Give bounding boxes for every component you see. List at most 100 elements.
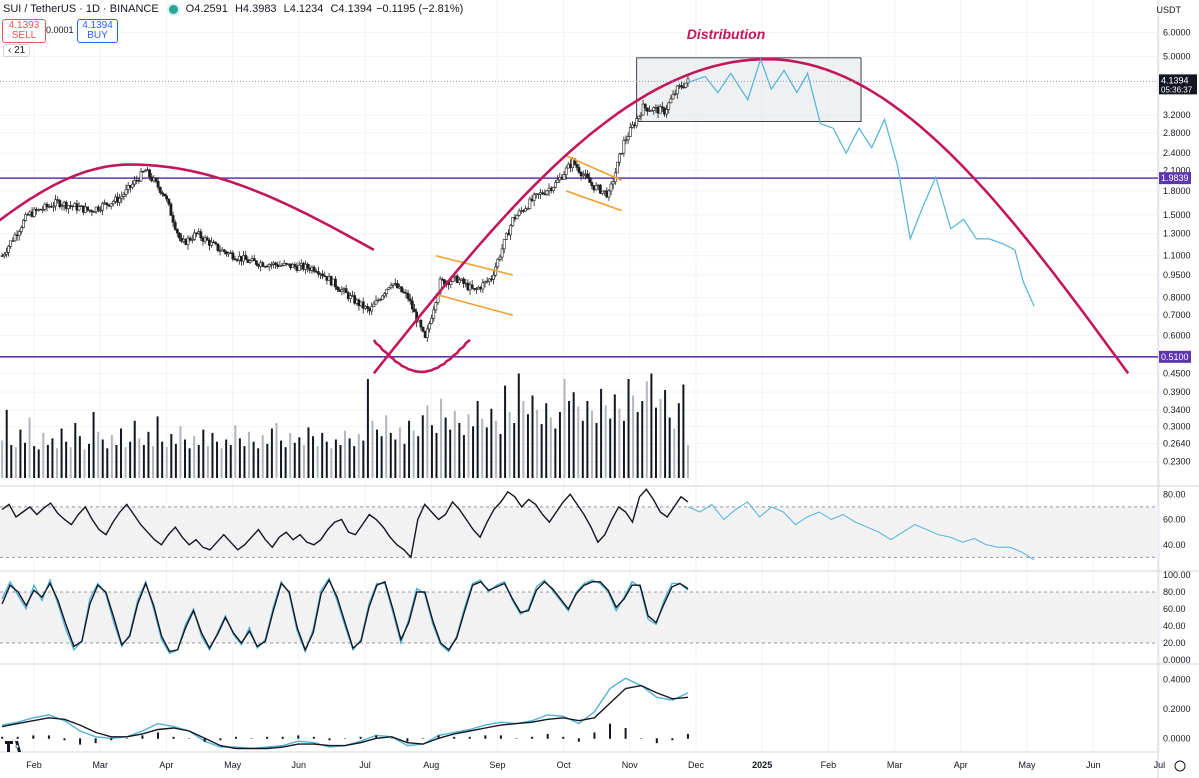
candle-body — [511, 217, 515, 226]
price-tick-label: 0.3000 — [1163, 422, 1191, 432]
volume-bar — [600, 388, 603, 478]
candle-body — [660, 106, 664, 109]
price-tick-label: 1.3000 — [1163, 229, 1191, 239]
volume-bar — [92, 412, 95, 478]
candle-body — [252, 258, 256, 262]
candle-body — [425, 328, 429, 338]
candle-body — [504, 232, 508, 240]
volume-bar — [5, 409, 8, 478]
close-value: 4.1394 — [338, 3, 373, 15]
price-tick-label: 2.4000 — [1163, 148, 1191, 158]
volume-bar — [389, 432, 392, 478]
channel-line[interactable] — [565, 155, 623, 182]
buy-button[interactable]: 4.1394 BUY — [77, 19, 118, 43]
time-tick-label: Mar — [887, 760, 903, 770]
volume-bar — [435, 432, 438, 478]
candle-body — [92, 211, 96, 213]
volume-bar — [46, 445, 49, 478]
cycle-arc[interactable] — [372, 57, 1130, 375]
price-tick-label: 3.2000 — [1163, 110, 1191, 120]
macd-histogram-bar — [203, 738, 206, 742]
volume-bar — [339, 445, 342, 478]
volume-bar — [682, 384, 685, 478]
oscillator-line — [1, 578, 689, 653]
price-projection[interactable] — [687, 57, 1035, 307]
candle-body — [631, 124, 634, 128]
macd-histogram-bar — [16, 736, 19, 739]
macd-histogram-bar — [266, 736, 269, 739]
macd-histogram-bar — [671, 738, 674, 741]
candle-body — [160, 192, 164, 195]
candle-body — [334, 278, 337, 288]
candle-body — [274, 262, 278, 266]
candle-body — [419, 319, 423, 328]
indicator-toggle[interactable]: ‹ 21 — [3, 44, 31, 57]
candle-body — [58, 200, 62, 208]
candle-body — [120, 196, 124, 199]
candle-body — [626, 136, 630, 141]
candle-body — [554, 182, 557, 188]
oscillator-tick-label: 60.00 — [1163, 604, 1186, 614]
volume-bar — [330, 448, 333, 478]
channel-line[interactable] — [565, 190, 622, 212]
candle-body — [316, 271, 320, 275]
candle-body — [32, 208, 36, 217]
candle-body — [586, 173, 589, 178]
oscillator-tick-label: 0.2000 — [1163, 704, 1191, 714]
candle-body — [515, 214, 519, 220]
candle-body — [650, 110, 654, 112]
price-tick-label: 1.5000 — [1163, 210, 1191, 220]
distribution-zone[interactable] — [636, 57, 862, 122]
price-tick-label: 6.0000 — [1163, 28, 1191, 38]
candle-body — [297, 264, 301, 271]
candle-body — [581, 174, 585, 177]
candle-body — [52, 205, 55, 208]
last-price-label: 4.1394 — [1161, 75, 1189, 85]
sell-button[interactable]: 4.1393 SELL — [2, 19, 46, 43]
volume-bar — [577, 406, 580, 478]
volume-bar — [69, 447, 72, 478]
volume-bar — [197, 445, 200, 478]
volume-bar — [549, 417, 552, 478]
candle-body — [167, 198, 171, 205]
oscillator-tick-label: 100.00 — [1163, 570, 1191, 580]
volume-bar — [65, 441, 68, 478]
channel-line[interactable] — [435, 254, 513, 276]
price-tick-label: 5.0000 — [1163, 52, 1191, 62]
candle-body — [404, 292, 408, 294]
candle-body — [254, 260, 258, 265]
currency-label[interactable]: USDT — [1156, 5, 1182, 15]
symbol-title[interactable]: SUI / TetherUS · 1D · BINANCE — [3, 3, 159, 15]
cycle-arc[interactable] — [0, 163, 375, 252]
volume-bar — [156, 416, 159, 478]
oscillator-line — [1, 677, 689, 750]
channel-line[interactable] — [435, 293, 513, 316]
volume-bar — [499, 434, 502, 478]
price-tick-label: 2.1000 — [1163, 166, 1191, 176]
candle-body — [244, 255, 248, 260]
candle-body — [528, 198, 532, 209]
volume-bar — [312, 436, 315, 478]
candle-body — [171, 215, 175, 223]
candle-body — [391, 283, 395, 286]
macd-histogram-bar — [1, 736, 4, 739]
volume-bar — [280, 440, 283, 478]
volume-bar — [229, 445, 232, 478]
oscillator-tick-label: 80.00 — [1163, 489, 1186, 499]
volume-bar — [504, 385, 507, 478]
candle-body — [111, 201, 115, 204]
settings-icon[interactable] — [1174, 760, 1186, 772]
candle-body — [594, 185, 598, 191]
volume-bar — [449, 429, 452, 478]
candle-body — [353, 295, 357, 304]
candle-body — [24, 214, 28, 221]
price-tick-label: 0.3900 — [1163, 387, 1191, 397]
candle-body — [9, 240, 13, 247]
volume-bar — [270, 428, 273, 478]
candle-body — [188, 237, 192, 241]
oscillator-tick-label: 20.00 — [1163, 638, 1186, 648]
volume-bar — [220, 448, 223, 478]
candle-body — [336, 286, 339, 290]
candle-body — [26, 214, 30, 216]
